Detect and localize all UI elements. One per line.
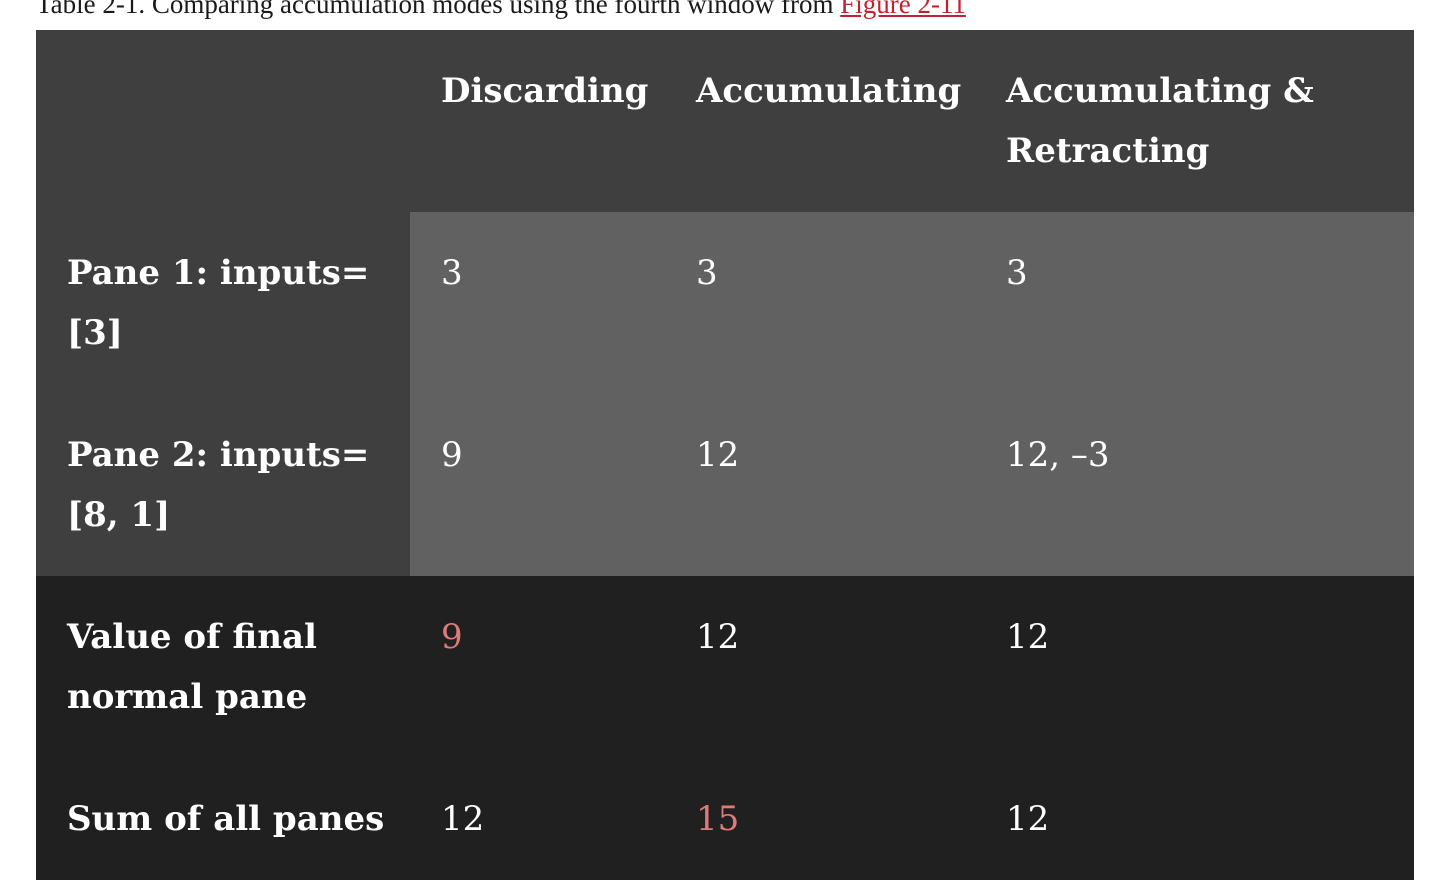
cell-final-pane-discarding: 9 [410,576,665,758]
cell-pane-1-accumulating-retracting: 3 [975,212,1414,394]
cell-pane-2-accumulating: 12 [665,394,975,576]
caption-text: Table 2-1. Comparing accumulation modes … [36,0,841,19]
table-row: Sum of all panes 12 15 12 [36,758,1414,880]
row-label-sum-panes: Sum of all panes [36,758,410,880]
cell-sum-accumulating-retracting: 12 [975,758,1414,880]
cell-pane-2-discarding: 9 [410,394,665,576]
corner-cell [36,30,410,212]
table-row: Pane 2: inputs=[8, 1] 9 12 12, –3 [36,394,1414,576]
cell-sum-accumulating: 15 [665,758,975,880]
cell-sum-discarding: 12 [410,758,665,880]
cell-pane-2-accumulating-retracting: 12, –3 [975,394,1414,576]
cell-final-pane-accumulating-retracting: 12 [975,576,1414,758]
row-label-pane-1: Pane 1: inputs=[3] [36,212,410,394]
column-header-accumulating: Accumulating [665,30,975,212]
table-caption: Table 2-1. Comparing accumulation modes … [36,0,966,22]
table-header-row: Discarding Accumulating Accumulating & R… [36,30,1414,212]
cell-pane-1-accumulating: 3 [665,212,975,394]
row-label-pane-2: Pane 2: inputs=[8, 1] [36,394,410,576]
column-header-accumulating-retracting: Accumulating & Retracting [975,30,1414,212]
figure-link[interactable]: Figure 2-11 [840,0,966,19]
row-label-final-pane: Value of final normal pane [36,576,410,758]
table-row: Pane 1: inputs=[3] 3 3 3 [36,212,1414,394]
cell-final-pane-accumulating: 12 [665,576,975,758]
accumulation-modes-table: Discarding Accumulating Accumulating & R… [36,30,1414,880]
column-header-discarding: Discarding [410,30,665,212]
cell-pane-1-discarding: 3 [410,212,665,394]
table-row: Value of final normal pane 9 12 12 [36,576,1414,758]
